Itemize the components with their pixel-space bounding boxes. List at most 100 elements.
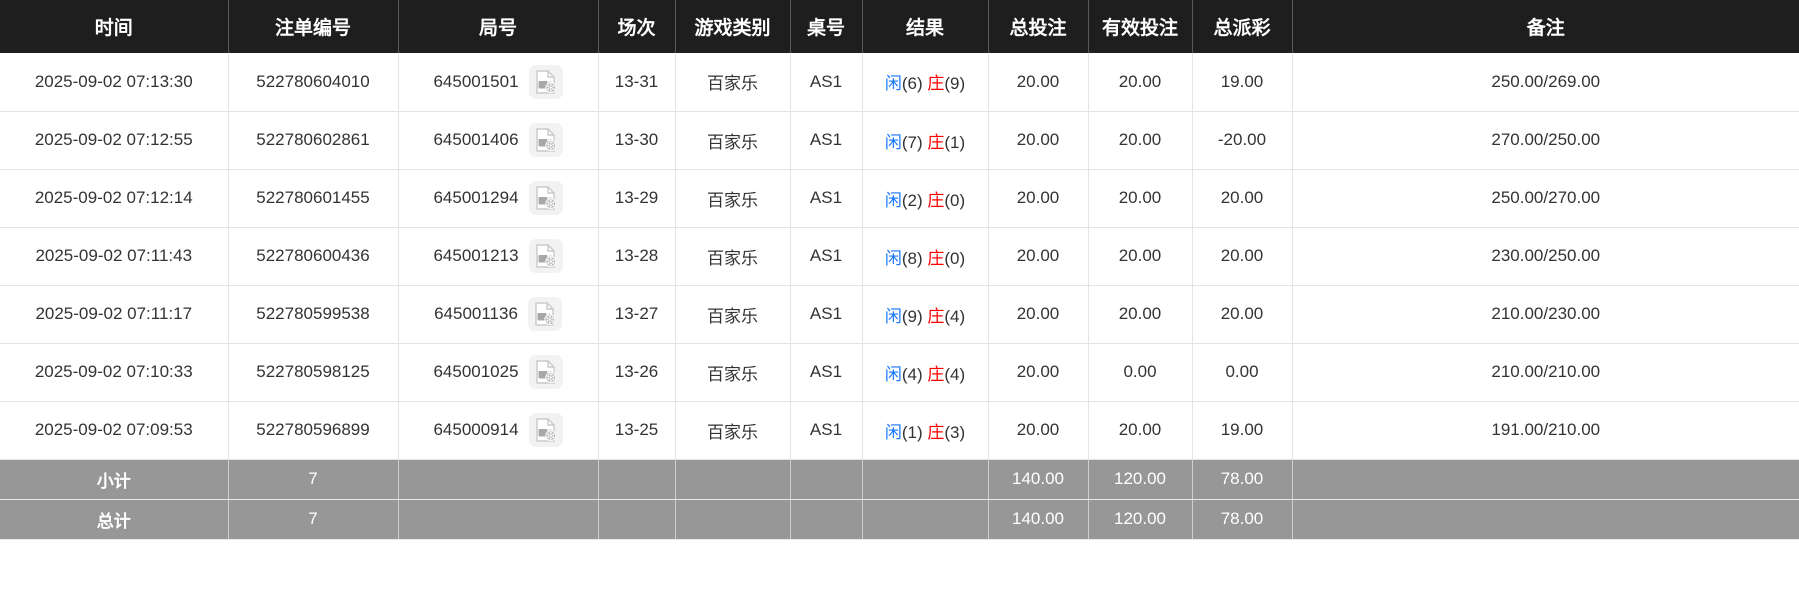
result-banker-count: (4) — [944, 364, 966, 384]
column-header-time[interactable]: 时间 — [0, 0, 229, 53]
summary-label: 总计 — [0, 499, 229, 540]
video-file-icon[interactable] — [528, 64, 563, 99]
table-row[interactable]: 2025-09-02 07:09:53 522780596899 645000914… — [0, 401, 1799, 460]
total-bet-link[interactable]: 20.00 — [1016, 188, 1060, 207]
round-no-text: 645001025 — [433, 362, 519, 381]
cell-time: 2025-09-02 07:09:53 — [0, 401, 229, 460]
cell-table-no: AS1 — [790, 401, 863, 460]
column-header-remark[interactable]: 备注 — [1292, 0, 1799, 53]
summary-row: 总计 7 140.00 120.00 78.00 — [0, 499, 1799, 540]
column-header-game_type[interactable]: 游戏类别 — [675, 0, 791, 53]
summary-valid-bet: 120.00 — [1088, 499, 1193, 540]
cell-bet-id: 522780601455 — [228, 169, 399, 228]
summary-remark — [1292, 499, 1799, 540]
cell-bet-id: 522780602861 — [228, 111, 399, 170]
cell-total-bet[interactable]: 20.00 — [988, 227, 1089, 286]
result-banker-label: 庄 — [927, 248, 945, 268]
total-bet-link[interactable]: 20.00 — [1016, 420, 1060, 439]
summary-total-payout: 78.00 — [1192, 499, 1293, 540]
cell-time: 2025-09-02 07:11:17 — [0, 285, 229, 344]
video-file-icon[interactable] — [527, 297, 562, 331]
video-file-icon[interactable] — [528, 123, 563, 157]
cell-time: 2025-09-02 07:13:30 — [0, 53, 229, 112]
video-file-icon[interactable] — [528, 239, 563, 273]
total-bet-link[interactable]: 20.00 — [1016, 71, 1060, 91]
cell-round-no: 645001025 — [398, 343, 599, 402]
cell-round-no: 645001213 — [398, 227, 599, 286]
summary-session — [598, 499, 676, 540]
summary-round-no — [398, 459, 599, 500]
column-header-session[interactable]: 场次 — [598, 0, 676, 53]
cell-game-type: 百家乐 — [675, 285, 791, 344]
cell-total-payout: 19.00 — [1192, 401, 1293, 460]
cell-time: 2025-09-02 07:12:14 — [0, 169, 229, 228]
total-bet-link[interactable]: 20.00 — [1016, 130, 1060, 149]
table-header-row: 时间 注单编号 局号 场次 游戏类别 桌号 结果 总投注 有效投注 总派彩 备注 — [0, 0, 1799, 53]
round-no-text: 645001501 — [433, 71, 519, 91]
result-player-count: (1) — [901, 422, 923, 442]
cell-total-bet[interactable]: 20.00 — [988, 401, 1089, 460]
cell-bet-id: 522780599538 — [228, 285, 399, 344]
result-banker-label: 庄 — [927, 306, 945, 326]
result-player-count: (2) — [901, 190, 923, 210]
total-bet-link[interactable]: 20.00 — [1016, 246, 1060, 265]
summary-game-type — [675, 499, 791, 540]
cell-game-type: 百家乐 — [675, 401, 791, 460]
summary-session — [598, 459, 676, 500]
cell-valid-bet: 20.00 — [1088, 285, 1193, 344]
summary-total-bet: 140.00 — [988, 499, 1089, 540]
cell-bet-id: 522780604010 — [228, 53, 399, 112]
cell-time: 2025-09-02 07:12:55 — [0, 111, 229, 170]
cell-total-payout: 20.00 — [1192, 169, 1293, 228]
column-header-valid_bet[interactable]: 有效投注 — [1088, 0, 1193, 53]
column-header-round_no[interactable]: 局号 — [398, 0, 599, 53]
summary-row: 小计 7 140.00 120.00 78.00 — [0, 459, 1799, 500]
column-header-result[interactable]: 结果 — [862, 0, 989, 53]
cell-table-no: AS1 — [790, 227, 863, 286]
summary-total-bet: 140.00 — [988, 459, 1089, 500]
cell-session: 13-29 — [598, 169, 676, 228]
cell-total-bet[interactable]: 20.00 — [988, 343, 1089, 402]
cell-total-bet[interactable]: 20.00 — [988, 285, 1089, 344]
cell-round-no: 645001501 — [398, 53, 599, 112]
cell-table-no: AS1 — [790, 53, 863, 112]
column-header-bet_id[interactable]: 注单编号 — [228, 0, 399, 53]
column-header-total_bet[interactable]: 总投注 — [988, 0, 1089, 53]
cell-session: 13-26 — [598, 343, 676, 402]
table-row[interactable]: 2025-09-02 07:12:14 522780601455 645001294… — [0, 169, 1799, 228]
column-header-table_no[interactable]: 桌号 — [790, 0, 863, 53]
cell-game-type: 百家乐 — [675, 111, 791, 170]
cell-time: 2025-09-02 07:10:33 — [0, 343, 229, 402]
cell-remark: 210.00/210.00 — [1292, 343, 1799, 402]
video-file-icon[interactable] — [528, 355, 563, 389]
cell-total-bet[interactable]: 20.00 — [988, 53, 1089, 112]
cell-bet-id: 522780598125 — [228, 343, 399, 402]
result-player-label: 闲 — [884, 364, 902, 384]
cell-bet-id: 522780600436 — [228, 227, 399, 286]
result-player-count: (6) — [901, 74, 923, 94]
column-header-total_payout[interactable]: 总派彩 — [1192, 0, 1293, 53]
table-summary: 小计 7 140.00 120.00 78.00 总计 7 140.00 120.00 78.00 — [0, 459, 1799, 540]
table-row[interactable]: 2025-09-02 07:12:55 522780602861 645001406… — [0, 111, 1799, 170]
cell-total-bet[interactable]: 20.00 — [988, 169, 1089, 228]
cell-total-bet[interactable]: 20.00 — [988, 111, 1089, 170]
cell-remark: 230.00/250.00 — [1292, 227, 1799, 286]
total-bet-link[interactable]: 20.00 — [1016, 362, 1060, 381]
cell-result: 闲(4) 庄(4) — [862, 343, 989, 402]
table-row[interactable]: 2025-09-02 07:11:17 522780599538 645001136… — [0, 285, 1799, 344]
cell-valid-bet: 20.00 — [1088, 401, 1193, 460]
cell-round-no: 645001294 — [398, 169, 599, 228]
total-bet-link[interactable]: 20.00 — [1016, 304, 1060, 323]
cell-session: 13-28 — [598, 227, 676, 286]
table-row[interactable]: 2025-09-02 07:10:33 522780598125 645001025… — [0, 343, 1799, 402]
video-file-icon[interactable] — [528, 181, 563, 215]
table-row[interactable]: 2025-09-02 07:11:43 522780600436 645001213… — [0, 227, 1799, 286]
result-player-label: 闲 — [884, 132, 902, 152]
video-file-icon[interactable] — [528, 413, 563, 447]
result-player-count: (9) — [901, 306, 923, 326]
cell-game-type: 百家乐 — [675, 343, 791, 402]
cell-remark: 191.00/210.00 — [1292, 401, 1799, 460]
cell-table-no: AS1 — [790, 111, 863, 170]
cell-game-type: 百家乐 — [675, 53, 791, 112]
table-row[interactable]: 2025-09-02 07:13:30 522780604010 645001501… — [0, 53, 1799, 112]
